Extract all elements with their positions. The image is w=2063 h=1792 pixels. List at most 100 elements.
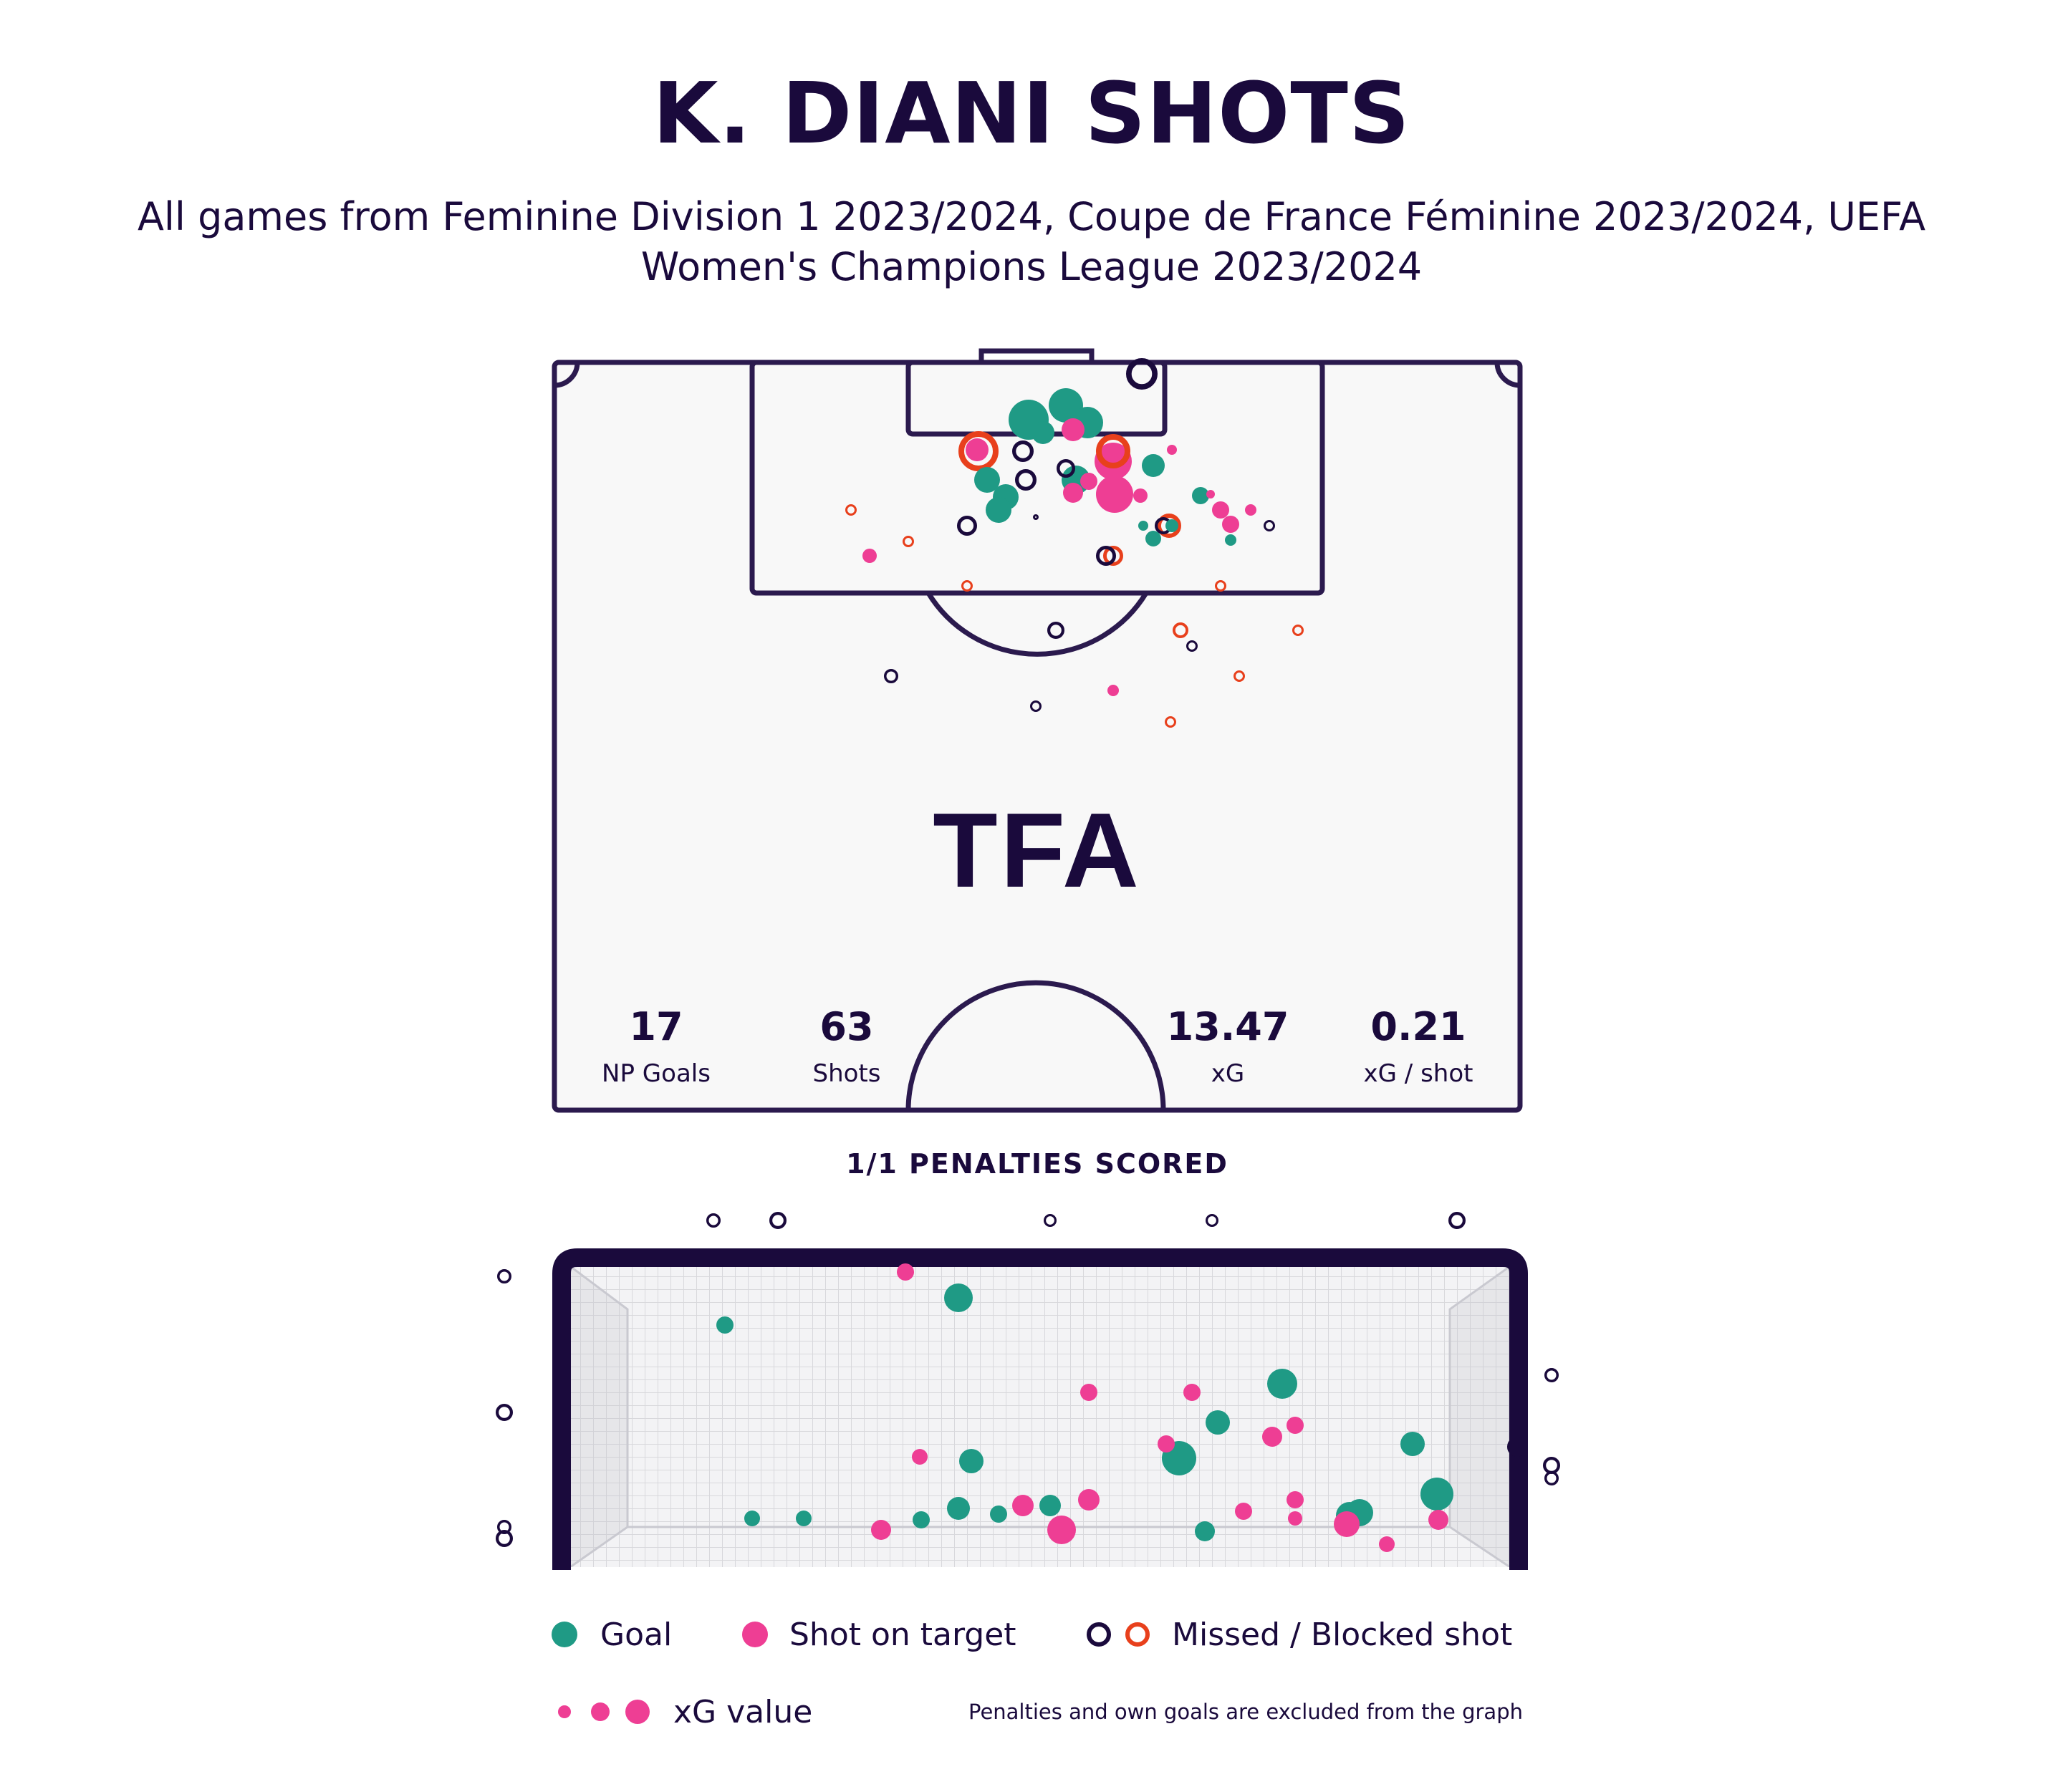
pitch-shot-blocked-marker — [1102, 546, 1123, 567]
stat-label-np-goals: NP Goals — [602, 1059, 711, 1088]
legend-blocked-marker — [1125, 1622, 1150, 1647]
pitch-shot-on-target-marker — [1107, 685, 1119, 696]
goal-shot-missed-marker — [706, 1213, 721, 1228]
pitch-shot-missed-marker — [1033, 514, 1039, 520]
goal-shot-missed-marker — [497, 1269, 511, 1283]
stat-label-shots: Shots — [813, 1059, 881, 1088]
pitch-shot-missed-marker — [1012, 440, 1034, 462]
pitch-area — [552, 360, 1523, 1113]
pitch-shot-blocked-marker — [1156, 513, 1181, 538]
legend-on-target-label: Shot on target — [789, 1617, 1016, 1653]
pitch-shot-missed-marker — [1186, 640, 1198, 652]
pitch-shot-blocked-marker — [958, 431, 999, 471]
pitch-shot-on-target-marker — [1080, 473, 1097, 490]
goal-shot-goal-marker — [744, 1511, 760, 1526]
legend-goal-label: Goal — [600, 1617, 672, 1653]
pitch-shot-blocked-marker — [961, 580, 973, 592]
exclusion-note: Penalties and own goals are excluded fro… — [968, 1700, 1523, 1724]
pitch-shot-missed-marker — [1057, 459, 1076, 478]
stat-label-xg: xG — [1211, 1059, 1244, 1088]
legend-on-target-marker — [742, 1622, 768, 1647]
goal-shot-goal-marker — [944, 1283, 973, 1312]
goal-shot-missed-marker — [1544, 1368, 1559, 1382]
goal-shot-on-target-marker — [1047, 1516, 1076, 1544]
pitch-shot-on-target-marker — [1063, 483, 1083, 503]
corner-arc-right — [1494, 362, 1521, 388]
pitch-shot-goal-marker — [1142, 454, 1165, 477]
pitch-shot-missed-marker — [1264, 520, 1275, 531]
net-depth-right — [1448, 1266, 1510, 1567]
goal-frame — [978, 348, 1095, 362]
pitch-shot-missed-marker — [956, 516, 977, 536]
penalty-arc — [926, 592, 1148, 657]
goal-shot-on-target-marker — [871, 1520, 891, 1540]
pitch-shot-goal-marker — [1145, 531, 1161, 546]
tfa-logo: TFA — [933, 791, 1142, 910]
pitch-shot-goal-marker — [1192, 487, 1209, 504]
goal-shot-on-target-marker — [1158, 1435, 1175, 1453]
goal-shots-layer — [495, 1211, 1561, 1552]
legend-xg-medium-marker — [591, 1702, 610, 1721]
chart-title: K. DIANI SHOTS — [653, 64, 1410, 163]
goal-shot-goal-marker — [1039, 1495, 1061, 1516]
stat-value-np-goals: 17 — [629, 1004, 683, 1049]
penalties-label: 1/1 PENALTIES SCORED — [846, 1148, 1228, 1180]
goal-shot-on-target-marker — [1183, 1384, 1201, 1401]
pitch-shot-blocked-marker — [845, 504, 857, 516]
pitch-shot-on-target-marker — [1133, 488, 1148, 503]
goal-shot-goal-marker — [959, 1449, 984, 1473]
goal-shot-on-target-marker — [1287, 1491, 1304, 1508]
goal-shot-goal-marker — [796, 1511, 812, 1526]
stat-value-shots: 63 — [819, 1004, 873, 1049]
goal-shot-on-target-marker — [1012, 1495, 1034, 1516]
corner-arc-left — [554, 362, 580, 388]
pitch-shot-missed-marker — [1047, 621, 1064, 639]
goal-shot-goal-marker — [947, 1497, 970, 1520]
pitch-shot-on-target-marker — [966, 438, 989, 461]
pitch-shot-goal-marker — [1165, 519, 1178, 532]
goal-shot-on-target-marker — [1428, 1510, 1448, 1530]
goal-shot-on-target-marker — [912, 1449, 928, 1465]
goal-shot-goal-marker — [990, 1506, 1007, 1523]
stat-value-xg: 13.47 — [1167, 1004, 1289, 1049]
goal-shot-missed-marker — [1544, 1471, 1559, 1485]
goal-shot-missed-marker — [1543, 1456, 1561, 1474]
legend: Goal Shot on target Missed / Blocked sho… — [552, 1617, 1523, 1730]
legend-missed-marker — [1087, 1622, 1111, 1647]
pitch-shot-on-target-marker — [1212, 501, 1229, 519]
goal-posts — [552, 1248, 1528, 1570]
pitch-shot-goal-marker — [1225, 534, 1236, 546]
goal-shot-missed-marker — [1448, 1211, 1466, 1229]
pitch-shots-layer — [845, 358, 1304, 728]
goal-shot-goal-marker — [1206, 1410, 1230, 1435]
pitch-shot-missed-marker — [884, 669, 898, 683]
goal-shot-missed-marker — [495, 1403, 513, 1421]
goal-shot-on-target-marker — [1080, 1384, 1097, 1401]
goal-shot-missed-marker — [1205, 1213, 1218, 1227]
pitch-shot-on-target-marker — [1206, 490, 1215, 498]
centre-circle — [905, 980, 1166, 1111]
legend-missed-label: Missed / Blocked shot — [1172, 1617, 1512, 1653]
goal-shot-on-target-marker — [1235, 1503, 1252, 1520]
pitch-shot-goal-marker — [1138, 521, 1148, 531]
goal-shot-missed-marker — [495, 1530, 513, 1548]
pitch-shot-goal-marker — [986, 497, 1011, 523]
stat-label-xg-per-shot: xG / shot — [1364, 1059, 1473, 1088]
goal-shot-on-target-marker — [1287, 1417, 1304, 1434]
goal-mouth — [552, 1248, 1528, 1570]
pitch — [552, 348, 1523, 1113]
goal-shot-on-target-marker — [1288, 1511, 1302, 1526]
legend-xg-label: xG value — [673, 1694, 812, 1730]
pitch-shot-on-target-marker — [1245, 504, 1256, 516]
stat-value-xg-per-shot: 0.21 — [1370, 1004, 1466, 1049]
pitch-shot-blocked-marker — [1173, 622, 1189, 638]
goal-shot-missed-marker — [769, 1211, 787, 1229]
goal-shot-goal-marker — [913, 1511, 930, 1528]
goal-shot-goal-marker — [1195, 1521, 1215, 1541]
legend-xg-small-marker — [558, 1705, 571, 1718]
goal-shot-goal-marker — [1267, 1369, 1297, 1399]
pitch-shot-missed-marker — [1125, 358, 1158, 390]
goal-shot-missed-marker — [497, 1520, 511, 1534]
pitch-shot-on-target-marker — [1095, 443, 1132, 480]
